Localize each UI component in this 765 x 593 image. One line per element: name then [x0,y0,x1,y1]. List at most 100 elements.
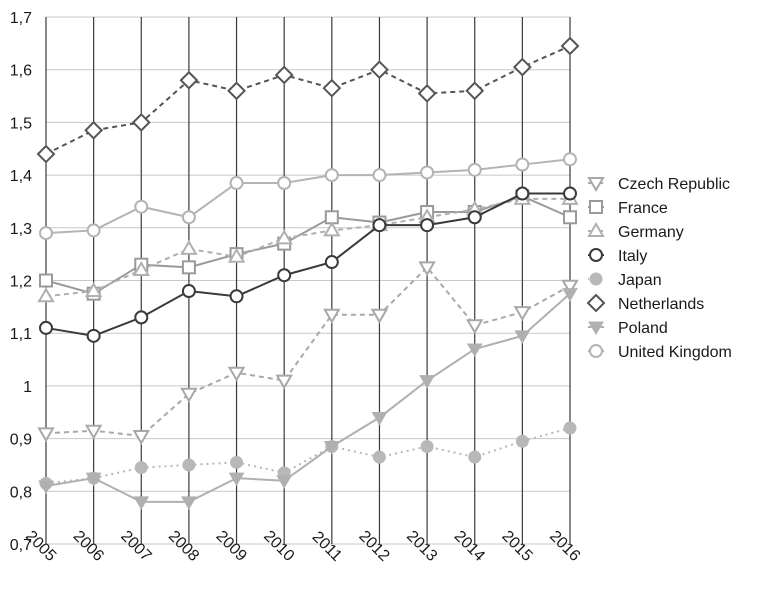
data-point [277,268,292,283]
x-tick-label: 2007 [117,528,154,565]
series-germany [37,189,579,303]
data-point [420,440,434,454]
legend-label: Italy [618,248,647,265]
x-tick-label: 2010 [260,528,297,565]
series-line-italy [45,192,570,337]
data-point [84,282,103,298]
data-point [324,255,339,270]
series-line-united-kingdom [45,158,571,235]
data-point [132,260,151,276]
data-point [465,319,484,335]
data-point [179,70,199,90]
data-point [84,424,103,440]
series-line-germany [45,197,570,298]
data-point [563,152,577,167]
data-point [323,308,341,324]
data-point [563,186,577,201]
data-point [419,375,435,389]
legend-item-united-kingdom: United Kingdom [588,344,732,361]
data-point [37,427,55,443]
data-point [515,186,530,201]
data-point [180,239,198,255]
x-tick-label: 2006 [70,528,107,565]
legend-item-japan: Japan [588,272,662,289]
y-tick-label: 1,3 [10,221,32,238]
data-point [39,320,53,335]
data-point [563,421,577,435]
data-point [418,261,436,277]
data-point [370,308,389,324]
data-point [227,247,246,263]
data-point [181,496,197,510]
data-point [323,441,340,455]
data-point [467,162,482,177]
data-point [323,221,341,237]
legend-item-netherlands: Netherlands [586,293,704,313]
data-point [132,429,151,445]
legend-marker [589,200,603,214]
legend-item-germany: Germany [587,222,684,241]
data-point [512,57,532,77]
series-line-japan [45,427,571,485]
data-point [372,168,387,183]
series-poland [38,288,578,510]
data-point [371,412,388,426]
data-point [322,78,342,98]
data-point [467,210,482,225]
data-point [39,273,53,288]
legend-marker [589,344,603,358]
data-point [276,475,293,489]
legend-marker [587,177,605,192]
y-tick-label: 0,9 [10,432,32,449]
data-point [133,496,150,510]
series-group [36,36,580,510]
data-point [227,81,246,101]
data-point [275,229,293,245]
y-tick-label: 1 [23,379,32,396]
data-point [86,328,101,343]
y-tick-label: 1,5 [10,115,32,132]
data-point [275,374,293,390]
data-point [515,434,529,448]
data-point [372,450,386,464]
data-point [515,157,530,172]
data-point [468,450,482,464]
x-tick-label: 2013 [403,528,440,565]
data-point [227,366,246,382]
series-japan [39,421,577,490]
x-axis-ticks: 2005 2006 2007 2008 2009 2010 2011 2012 2013 2014… [22,528,583,565]
data-point [514,330,531,344]
series-czech-republic [37,261,579,445]
x-tick-label: 2012 [355,528,392,565]
data-point [370,60,389,80]
legend-item-czech-republic: Czech Republic [587,176,730,193]
legend-label: Poland [618,320,668,337]
legend-label: Netherlands [618,296,704,313]
data-point [513,306,532,322]
y-axis-ticks: 0,7 0,8 0,9 1 1,1 1,2 1,3 1,4 1,5 1,6 1,7 [10,10,32,554]
data-point [561,279,579,295]
y-tick-label: 1,7 [10,10,32,27]
data-point [417,84,437,103]
y-tick-label: 0,7 [10,537,32,554]
legend-label: France [618,200,668,217]
legend-label: Japan [618,272,662,289]
legend-marker [589,272,603,286]
x-tick-label: 2016 [546,528,583,565]
data-point [466,343,483,358]
legend-label: United Kingdom [618,344,732,361]
x-tick-label: 2009 [213,528,250,565]
data-point [420,218,435,233]
y-tick-label: 1,6 [10,63,32,80]
series-line-netherlands [45,45,571,155]
data-point [36,144,56,164]
data-point [86,223,101,238]
series-line-poland [45,292,571,503]
data-point [181,210,196,225]
data-point [85,472,102,487]
series-line-france [45,195,571,295]
legend: Czech Republic France Germany Italy Japan Net… [586,176,732,361]
y-tick-label: 1,1 [10,326,32,343]
data-point [131,112,151,132]
